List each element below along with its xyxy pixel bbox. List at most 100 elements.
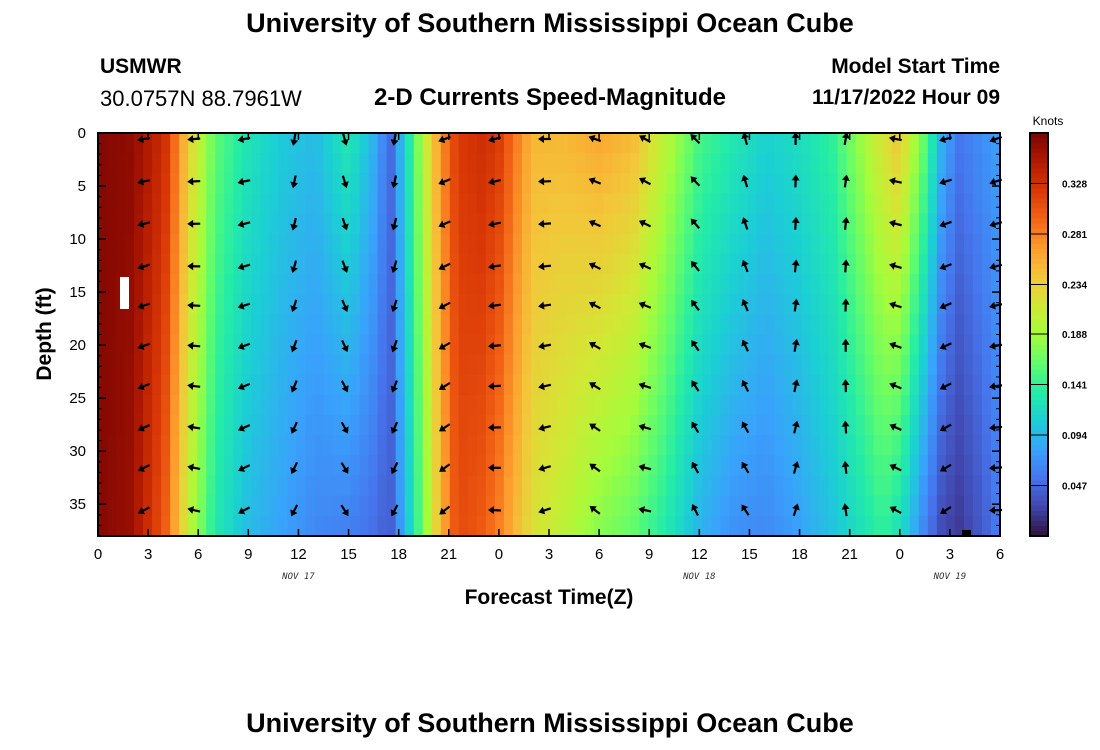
heatmap-cell — [152, 314, 162, 336]
heatmap-cell — [558, 495, 568, 517]
heatmap-cell — [377, 515, 388, 537]
heatmap-cell — [684, 193, 694, 215]
bottom-marker — [962, 530, 971, 535]
heatmap-cell — [648, 475, 658, 497]
heatmap-cell — [170, 334, 180, 356]
heatmap-cell — [296, 394, 307, 416]
heatmap-cell — [467, 213, 478, 235]
heatmap-cell — [693, 314, 703, 336]
heatmap-cell — [224, 475, 234, 497]
heatmap-cell — [810, 394, 821, 416]
heatmap-cell — [774, 435, 785, 456]
colorbar-segment — [1030, 520, 1048, 527]
colorbar-segment — [1030, 415, 1048, 421]
heatmap-cell — [440, 193, 451, 215]
heatmap-cell — [314, 193, 325, 215]
heatmap-cell — [476, 213, 487, 235]
heatmap-cell — [197, 334, 207, 356]
heatmap-cell — [98, 495, 108, 517]
heatmap-cell — [332, 455, 343, 477]
heatmap-cell — [684, 495, 694, 517]
heatmap-cell — [143, 274, 153, 295]
current-arrow — [589, 382, 601, 391]
heatmap-cell — [512, 515, 523, 537]
heatmap-cell — [945, 475, 956, 497]
arrow-head — [841, 338, 850, 345]
heatmap-cell — [693, 515, 703, 537]
arrow-head — [187, 506, 195, 514]
heatmap-cell — [152, 495, 162, 517]
heatmap-cell — [404, 274, 415, 295]
heatmap-cell — [458, 415, 469, 436]
heatmap-cell — [125, 495, 135, 517]
heatmap-cell — [567, 213, 577, 235]
heatmap-cell — [594, 314, 604, 336]
arrow-head — [791, 420, 800, 428]
current-arrow — [187, 219, 201, 228]
y-tick-label: 5 — [78, 178, 86, 195]
current-arrow — [841, 132, 850, 146]
heatmap-cell — [666, 153, 676, 174]
current-arrow — [889, 219, 902, 228]
heatmap-cell — [756, 334, 767, 356]
heatmap-cell — [846, 253, 857, 275]
heatmap-cell — [891, 233, 902, 255]
heatmap-cell — [639, 153, 649, 174]
arrow-head — [187, 463, 194, 472]
heatmap-cell — [945, 354, 956, 376]
heatmap-cell — [503, 415, 514, 436]
heatmap-cell — [684, 173, 694, 195]
heatmap-cell — [134, 475, 144, 497]
heatmap-cell — [963, 133, 974, 154]
heatmap-cell — [765, 314, 776, 336]
heatmap-cell — [350, 515, 361, 537]
heatmap-cell — [891, 354, 902, 376]
heatmap-cell — [359, 314, 370, 336]
current-arrow — [889, 262, 902, 270]
heatmap-cell — [278, 495, 289, 517]
heatmap-cell — [684, 334, 694, 356]
heatmap-cell — [639, 173, 649, 195]
heatmap-cell — [413, 233, 424, 255]
heatmap-cell — [648, 495, 658, 517]
heatmap-cell — [837, 354, 848, 376]
heatmap-cell — [801, 153, 812, 174]
current-arrow — [187, 301, 201, 310]
heatmap-cell — [603, 233, 613, 255]
heatmap-cell — [585, 394, 595, 416]
heatmap-cell — [963, 274, 974, 295]
heatmap-cell — [558, 173, 568, 195]
heatmap-cell — [233, 213, 243, 235]
heatmap-cell — [792, 213, 803, 235]
arrow-head — [989, 506, 996, 515]
current-arrow — [290, 380, 298, 393]
heatmap-cell — [494, 173, 505, 195]
heatmap-cell — [143, 173, 153, 195]
heatmap-cell — [549, 193, 559, 215]
heatmap-cell — [125, 475, 135, 497]
arrow-head — [690, 218, 698, 226]
heatmap-cell — [702, 173, 712, 195]
heatmap-cell — [512, 193, 523, 215]
heatmap-cell — [278, 294, 289, 315]
heatmap-cell — [152, 475, 162, 497]
heatmap-cell — [702, 294, 712, 315]
heatmap-cell — [747, 253, 758, 275]
heatmap-cell — [756, 153, 767, 174]
heatmap-cell — [98, 475, 108, 497]
heatmap-cell — [729, 253, 740, 275]
heatmap-cell — [521, 354, 532, 376]
heatmap-cell — [332, 253, 343, 275]
heatmap-cell — [269, 475, 279, 497]
heatmap-cell — [747, 173, 758, 195]
heatmap-cell — [341, 153, 352, 174]
heatmap-cell — [107, 274, 117, 295]
heatmap-cell — [287, 274, 298, 295]
heatmap-cell — [296, 173, 307, 195]
heatmap-cell — [422, 233, 433, 255]
heatmap-cell — [521, 274, 532, 295]
heatmap-cell — [846, 354, 857, 376]
heatmap-cell — [666, 415, 676, 436]
heatmap-cell — [269, 354, 279, 376]
heatmap-cell — [972, 515, 983, 537]
